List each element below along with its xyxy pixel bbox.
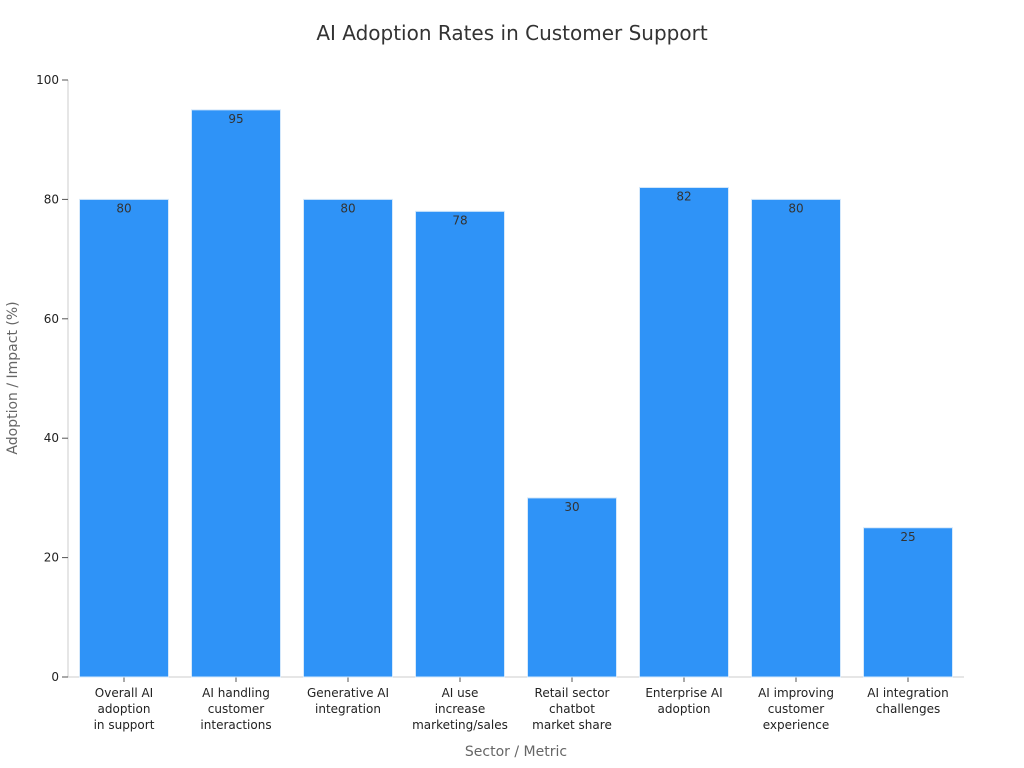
y-tick-label: 100 <box>36 73 59 87</box>
x-tick-label: customer <box>768 702 825 716</box>
x-tick-label: interactions <box>200 718 271 732</box>
bar <box>303 198 393 678</box>
y-axis-title: Adoption / Impact (%) <box>5 301 21 454</box>
x-tick-label: adoption <box>98 702 151 716</box>
x-tick-label: customer <box>208 702 265 716</box>
bar <box>751 198 841 678</box>
category-labels: Overall AI adoption in support AI handling c… <box>94 686 949 732</box>
x-tick-label: market share <box>532 718 612 732</box>
bar <box>415 210 505 678</box>
x-tick-label: Enterprise AI <box>645 686 722 700</box>
x-axis-title: Sector / Metric <box>465 744 567 760</box>
x-tick-label: Overall AI <box>95 686 153 700</box>
data-labels: 80 95 80 78 30 82 80 25 <box>116 112 915 544</box>
data-label: 80 <box>340 201 355 215</box>
x-tick-label: AI handling <box>202 686 270 700</box>
x-tick-label: marketing/sales <box>412 718 508 732</box>
bar <box>79 198 169 678</box>
x-tick-label: Generative AI <box>307 686 389 700</box>
x-tick-label: integration <box>315 702 381 716</box>
data-label: 30 <box>564 500 579 514</box>
y-tick-label: 60 <box>44 312 59 326</box>
data-label: 80 <box>788 201 803 215</box>
chart-title: AI Adoption Rates in Customer Support <box>316 21 708 45</box>
bars <box>79 109 953 678</box>
x-tick-label: AI integration <box>867 686 948 700</box>
bar <box>527 497 617 678</box>
y-tick-label: 20 <box>44 551 59 565</box>
bar <box>863 527 953 678</box>
x-tick-label: AI use <box>442 686 479 700</box>
bar <box>191 109 281 678</box>
x-tick-label: AI improving <box>758 686 834 700</box>
x-tick-label: Retail sector <box>535 686 610 700</box>
y-tick-label: 40 <box>44 431 59 445</box>
x-tick-label: experience <box>763 718 830 732</box>
y-tick-label: 80 <box>44 192 59 206</box>
y-tick-label: 0 <box>51 670 59 684</box>
data-label: 95 <box>228 112 243 126</box>
x-tick-label: adoption <box>658 702 711 716</box>
data-label: 82 <box>676 189 691 203</box>
x-tick-label: increase <box>435 702 486 716</box>
x-tick-label: chatbot <box>549 702 595 716</box>
x-tick-label: in support <box>94 718 155 732</box>
data-label: 78 <box>452 213 467 227</box>
x-tick-label: challenges <box>876 702 940 716</box>
bar <box>639 186 729 678</box>
data-label: 25 <box>900 530 915 544</box>
data-label: 80 <box>116 201 131 215</box>
